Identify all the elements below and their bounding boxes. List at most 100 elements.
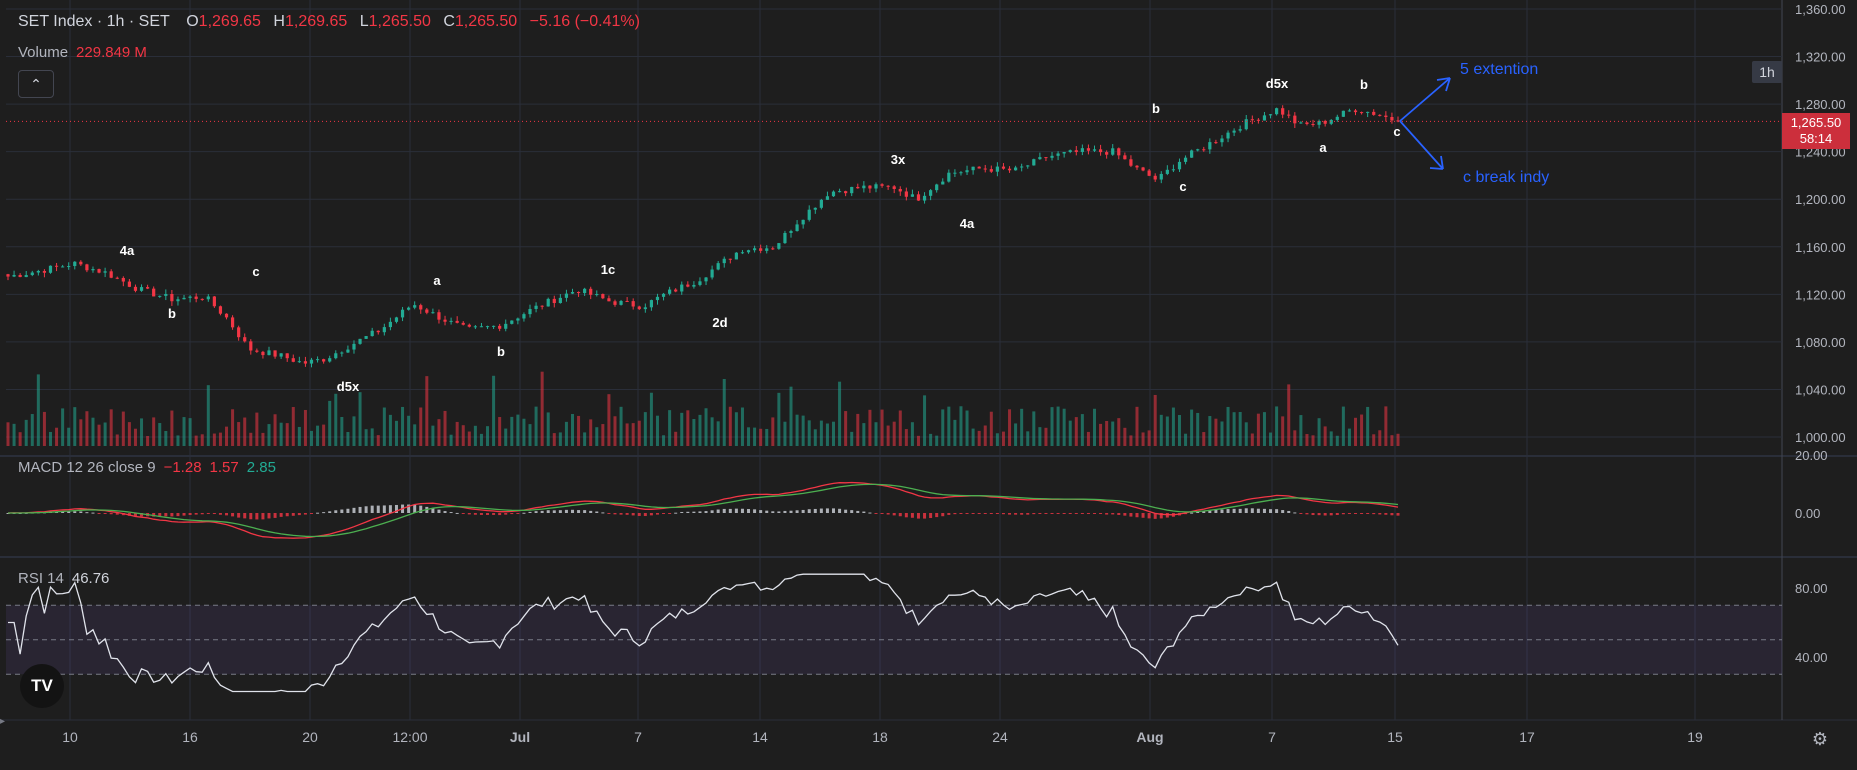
macd-tick-label: 20.00	[1795, 448, 1828, 463]
axes: 1,000.00 1,040.00 1,080.00 1,120.00 1,160.00…	[62, 2, 1845, 745]
candle-body	[516, 318, 520, 321]
macd-histogram-bar	[892, 513, 896, 516]
volume-bar	[1068, 420, 1072, 446]
macd-histogram-bar	[218, 513, 222, 515]
candle-body	[206, 296, 210, 300]
volume-bar	[73, 407, 77, 446]
volume-bar	[1220, 421, 1224, 446]
candle-body	[710, 269, 714, 278]
time-tick-label: 20	[302, 729, 318, 745]
volume-bar	[941, 409, 945, 446]
volume-bar	[121, 411, 125, 446]
candle-body	[1220, 138, 1224, 143]
volume-bar	[856, 413, 860, 446]
macd-histogram-bar	[722, 508, 726, 513]
volume-bar	[510, 416, 514, 446]
macd-histogram-bar	[479, 513, 483, 515]
candle-body	[1262, 115, 1267, 121]
macd-histogram-bar	[1299, 513, 1303, 514]
volume-bar	[1256, 413, 1260, 446]
volume-bar	[479, 433, 483, 446]
scroll-left-icon[interactable]: ▸	[0, 716, 6, 727]
candle-body	[1183, 157, 1188, 162]
volume-bar	[868, 409, 872, 446]
volume-bar	[1171, 407, 1175, 446]
candle-body	[989, 169, 993, 172]
macd-histogram-bar	[467, 513, 471, 515]
candle-body	[1159, 173, 1163, 180]
volume-bar	[583, 432, 587, 446]
macd-histogram-bar	[898, 513, 902, 517]
macd-histogram-bar	[1372, 513, 1376, 515]
volume-bar	[297, 426, 301, 446]
macd-histogram-bar	[1378, 513, 1382, 515]
gear-icon[interactable]: ⚙	[1811, 729, 1829, 749]
volume-bar	[1093, 408, 1097, 446]
volume-bar	[971, 428, 975, 446]
macd-histogram-bar	[73, 511, 77, 513]
volume-bar	[753, 427, 757, 446]
volume-bars	[6, 371, 1400, 446]
volume-bar	[48, 431, 52, 446]
macd-histogram-bar	[759, 510, 763, 513]
volume-legend[interactable]: Volume 229.849 M	[18, 44, 147, 61]
candle-body	[601, 294, 605, 299]
candle-body	[807, 209, 811, 220]
macd-legend[interactable]: MACD 12 26 close 9 −1.28 1.57 2.85	[18, 459, 276, 476]
candle-body	[965, 170, 969, 173]
macd-histogram-bar	[1014, 513, 1018, 515]
macd-histogram-bar	[953, 513, 957, 515]
macd-histogram-bar	[959, 513, 963, 514]
wave-label: c	[1393, 124, 1400, 139]
macd-histogram-bar	[1256, 508, 1260, 513]
volume-bar	[923, 395, 927, 446]
volume-bar	[303, 409, 307, 446]
candle-body	[36, 270, 40, 273]
macd-histogram-bar	[115, 513, 119, 515]
macd-histogram-bar	[935, 513, 939, 518]
candle-body	[1372, 111, 1376, 115]
wave-label: c	[252, 264, 259, 279]
candle-body	[419, 305, 423, 310]
volume-bar	[182, 417, 186, 446]
candle-body	[971, 166, 975, 171]
volume-bar	[771, 417, 775, 446]
macd-histogram-bar	[1093, 513, 1097, 514]
volume-bar	[564, 421, 568, 446]
volume-bar	[1226, 406, 1230, 446]
candle-body	[24, 275, 28, 278]
volume-bar	[1074, 417, 1078, 446]
volume-bar	[795, 414, 799, 446]
symbol-title[interactable]: SET Index · 1h · SET	[18, 13, 170, 30]
volume-bar	[601, 424, 605, 446]
volume-bar	[655, 415, 659, 446]
volume-bar	[540, 371, 544, 446]
timeframe-badge[interactable]: 1h	[1752, 61, 1782, 83]
macd-histogram-bar	[825, 508, 829, 513]
candle-body	[801, 219, 805, 225]
volume-bar	[1372, 434, 1376, 446]
candle-body	[850, 186, 854, 194]
candle-body	[740, 252, 745, 254]
macd-histogram-bar	[504, 513, 508, 515]
volume-bar	[340, 416, 344, 446]
macd-histogram-bar	[291, 513, 295, 516]
price-tick-label: 1,320.00	[1795, 50, 1846, 65]
volume-bar	[607, 394, 611, 446]
macd-histogram-bar	[279, 513, 283, 517]
macd-tick-label: 0.00	[1795, 506, 1820, 521]
volume-bar	[850, 431, 854, 446]
collapse-legend-button[interactable]: ⌃	[18, 70, 54, 98]
candle-body	[929, 190, 933, 196]
rsi-legend[interactable]: RSI 14 46.76	[18, 570, 109, 587]
candle-body	[267, 350, 271, 356]
macd-histogram-bar	[637, 513, 641, 516]
macd-histogram-bar	[904, 513, 908, 518]
wave-label: b	[1152, 101, 1160, 116]
rsi-tick-label: 80.00	[1795, 581, 1828, 596]
volume-bar	[85, 411, 89, 446]
volume-bar	[686, 410, 690, 446]
volume-bar	[285, 423, 289, 446]
volume-bar	[1354, 417, 1358, 446]
